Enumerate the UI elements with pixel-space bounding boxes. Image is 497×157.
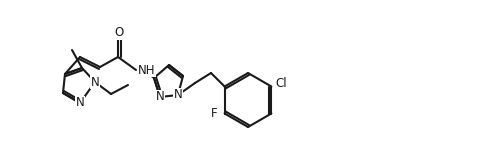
- Text: N: N: [76, 97, 84, 109]
- Text: N: N: [173, 89, 182, 101]
- Text: N: N: [156, 90, 165, 103]
- Text: F: F: [211, 107, 218, 120]
- Text: NH: NH: [138, 63, 156, 76]
- Text: O: O: [114, 27, 124, 40]
- Text: N: N: [90, 76, 99, 89]
- Text: Cl: Cl: [275, 77, 287, 90]
